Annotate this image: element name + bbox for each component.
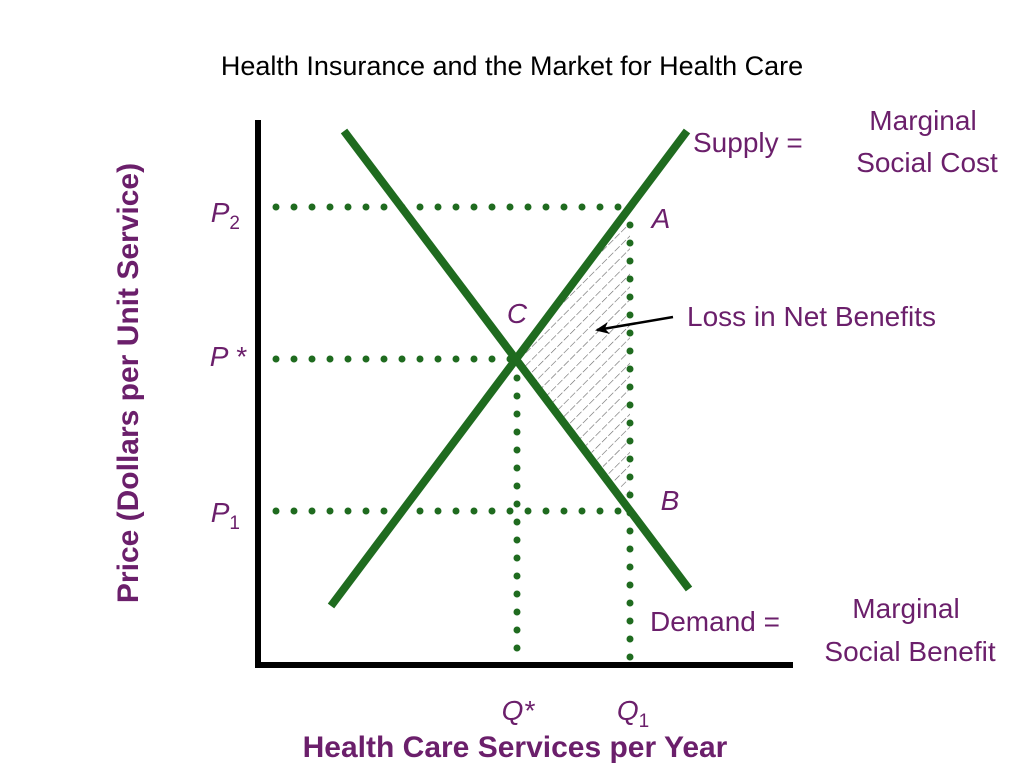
- x-axis-title: Health Care Services per Year: [303, 731, 728, 764]
- quantity-label-q1: Q1: [617, 695, 649, 732]
- supply-label-prefix: Supply =: [693, 127, 803, 158]
- demand-label-line1: Marginal: [852, 593, 959, 624]
- point-label-a: A: [650, 203, 671, 234]
- loss-region: [517, 212, 630, 500]
- price-label-pstar: P *: [210, 341, 247, 372]
- point-label-c: C: [507, 298, 528, 329]
- point-label-b: B: [661, 485, 680, 516]
- price-label-p1: P1: [211, 497, 240, 534]
- loss-arrow: [595, 315, 674, 334]
- loss-annotation: Loss in Net Benefits: [687, 301, 936, 332]
- y-axis-title: Price (Dollars per Unit Service): [112, 163, 145, 603]
- quantity-label-qstar: Q*: [502, 695, 536, 726]
- demand-label-prefix: Demand =: [650, 606, 780, 637]
- page-title: Health Insurance and the Market for Heal…: [221, 51, 803, 81]
- supply-label-line2: Social Cost: [856, 147, 998, 178]
- demand-label-line2: Social Benefit: [824, 636, 995, 667]
- guide-lines: [272, 203, 634, 662]
- supply-curve: [327, 128, 691, 609]
- price-label-p2: P2: [211, 197, 240, 234]
- demand-curve: [340, 128, 693, 592]
- supply-label-line1: Marginal: [869, 105, 976, 136]
